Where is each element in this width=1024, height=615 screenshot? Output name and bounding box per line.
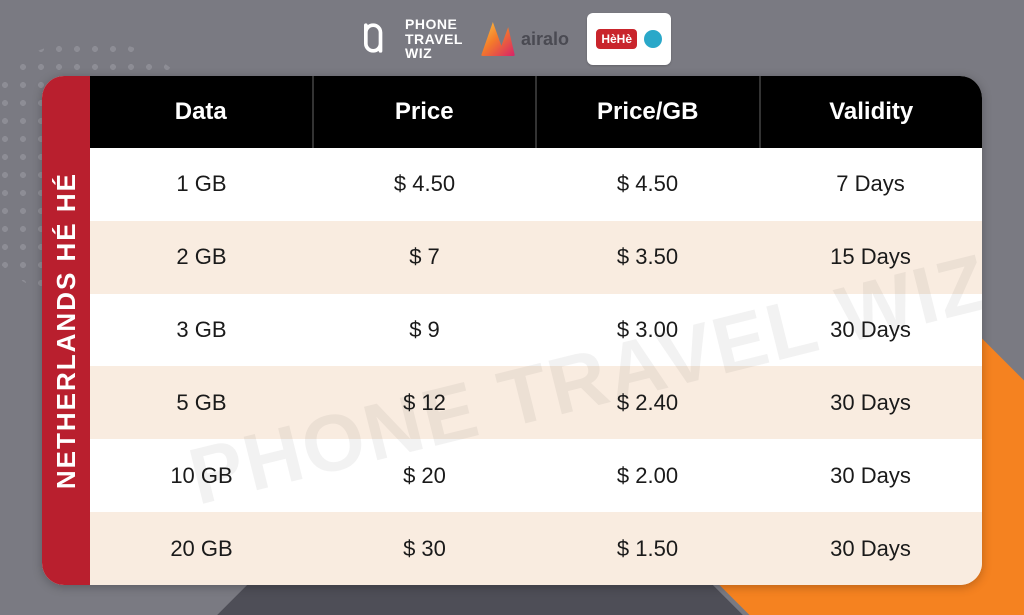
table-cell: 3 GB: [90, 294, 313, 367]
col-data: Data: [90, 76, 314, 148]
table-header-row: Data Price Price/GB Validity: [90, 76, 982, 148]
table-row: 20 GB$ 30$ 1.5030 Days: [90, 512, 982, 585]
pricing-panel: NETHERLANDS HÉ HÉ PHONE TRAVEL WIZ Data …: [42, 76, 982, 585]
table-cell: $ 1.50: [536, 512, 759, 585]
ptw-line3: WIZ: [405, 46, 463, 61]
table-cell: 2 GB: [90, 221, 313, 294]
ptw-line1: PHONE: [405, 17, 463, 32]
table-cell: $ 12: [313, 366, 536, 439]
table-cell: $ 3.50: [536, 221, 759, 294]
col-validity: Validity: [761, 76, 983, 148]
ptw-line2: TRAVEL: [405, 32, 463, 47]
hehe-badge: HèHè: [596, 29, 637, 49]
airalo-icon: [481, 22, 515, 56]
ptw-text: PHONE TRAVEL WIZ: [405, 17, 463, 61]
table-row: 2 GB$ 7$ 3.5015 Days: [90, 221, 982, 294]
table-cell: $ 3.00: [536, 294, 759, 367]
infographic-canvas: PHONE TRAVEL WIZ airalo HèHè NETHERLANDS…: [0, 0, 1024, 615]
table-cell: 1 GB: [90, 148, 313, 221]
table-cell: $ 4.50: [313, 148, 536, 221]
table-cell: 30 Days: [759, 439, 982, 512]
esim-card: HèHè: [587, 13, 671, 65]
side-label: NETHERLANDS HÉ HÉ: [42, 76, 90, 585]
table-row: 10 GB$ 20$ 2.0030 Days: [90, 439, 982, 512]
table-cell: $ 7: [313, 221, 536, 294]
header-logos: PHONE TRAVEL WIZ airalo HèHè: [0, 8, 1024, 70]
pricing-table: PHONE TRAVEL WIZ Data Price Price/GB Val…: [90, 76, 982, 585]
col-price-gb: Price/GB: [537, 76, 761, 148]
card-dot-icon: [644, 30, 662, 48]
phone-travel-wiz-logo: PHONE TRAVEL WIZ: [353, 16, 463, 63]
table-cell: $ 9: [313, 294, 536, 367]
table-body: 1 GB$ 4.50$ 4.507 Days2 GB$ 7$ 3.5015 Da…: [90, 148, 982, 585]
table-cell: 15 Days: [759, 221, 982, 294]
table-cell: $ 2.40: [536, 366, 759, 439]
side-label-text: NETHERLANDS HÉ HÉ: [51, 172, 82, 489]
table-cell: 7 Days: [759, 148, 982, 221]
table-cell: 5 GB: [90, 366, 313, 439]
table-cell: 30 Days: [759, 366, 982, 439]
table-cell: 20 GB: [90, 512, 313, 585]
airalo-logo: airalo: [481, 22, 569, 56]
ptw-icon: [353, 16, 397, 63]
table-row: 5 GB$ 12$ 2.4030 Days: [90, 366, 982, 439]
table-row: 3 GB$ 9$ 3.0030 Days: [90, 294, 982, 367]
table-cell: $ 4.50: [536, 148, 759, 221]
table-cell: 30 Days: [759, 512, 982, 585]
table-row: 1 GB$ 4.50$ 4.507 Days: [90, 148, 982, 221]
table-cell: $ 2.00: [536, 439, 759, 512]
table-cell: 30 Days: [759, 294, 982, 367]
table-cell: $ 20: [313, 439, 536, 512]
airalo-label: airalo: [521, 29, 569, 50]
table-cell: $ 30: [313, 512, 536, 585]
table-cell: 10 GB: [90, 439, 313, 512]
col-price: Price: [314, 76, 538, 148]
